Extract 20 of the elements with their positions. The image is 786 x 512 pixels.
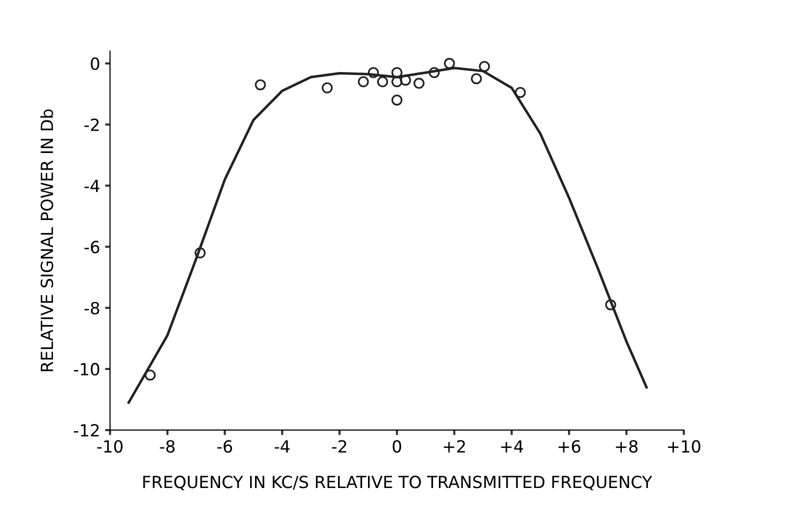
y-tick-label: -4	[84, 180, 100, 192]
y-axis-title: RELATIVE SIGNAL POWER IN Db	[40, 109, 54, 372]
y-tick-label: -10	[74, 362, 100, 376]
x-tick-label: -10	[97, 440, 123, 453]
y-tick-label: 0	[90, 57, 100, 70]
x-tick-label: 0	[392, 440, 402, 453]
y-tick-label: -2	[84, 118, 99, 131]
x-axis-title: FREQUENCY IN KC/S RELATIVE TO TRANSMITTED FREQUENCY	[143, 476, 652, 490]
x-tick-label: +2	[444, 440, 465, 452]
x-tick-label: +6	[558, 440, 580, 453]
x-tick-label: +10	[668, 440, 700, 453]
y-tick-label: -12	[74, 424, 99, 436]
x-tick-label: +4	[501, 440, 524, 452]
y-tick-label: -8	[84, 302, 100, 314]
x-tick-label: +8	[616, 440, 638, 453]
x-tick-label: -6	[217, 440, 232, 453]
y-tick-label: -6	[84, 240, 100, 254]
x-tick-label: -8	[160, 440, 175, 453]
x-tick-label: -2	[332, 440, 346, 452]
x-tick-label: -4	[274, 440, 290, 452]
